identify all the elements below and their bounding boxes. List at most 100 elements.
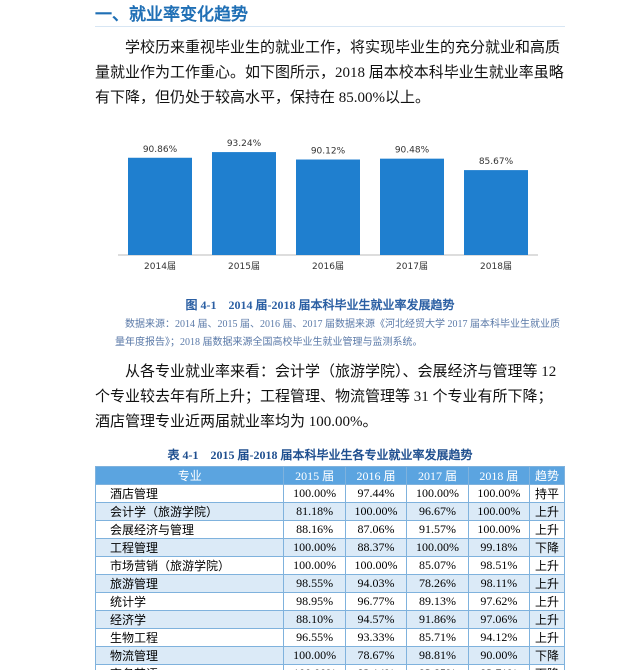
bar bbox=[212, 152, 276, 255]
table-cell: 物流管理 bbox=[94, 646, 285, 665]
table-cell: 上升 bbox=[529, 574, 565, 593]
table-row: 统计学 98.95% 96.77% 89.13% 97.62% 上升 bbox=[94, 592, 565, 611]
table-cell: 98.95% bbox=[283, 592, 346, 611]
table-row: 会计学（旅游学院） 81.18% 100.00% 96.67% 100.00% 上升 bbox=[94, 502, 565, 521]
table-cell: 100.00% bbox=[344, 556, 408, 575]
table-cell: 上升 bbox=[529, 520, 565, 539]
table-cell: 96.77% bbox=[344, 592, 408, 611]
x-tick-label: 2015届 bbox=[228, 261, 260, 272]
table-cell: 100.00% bbox=[283, 484, 346, 503]
table-row: 经济学 88.10% 94.57% 91.86% 97.06% 上升 bbox=[94, 610, 565, 629]
heading: 一、就业率变化趋势 bbox=[95, 5, 248, 25]
table-cell: 旅游管理 bbox=[94, 574, 285, 593]
table-cell: 100.00% bbox=[283, 664, 346, 670]
value-label: 90.86% bbox=[143, 145, 178, 155]
x-tick-label: 2018届 bbox=[480, 261, 512, 272]
table-cell: 生物工程 bbox=[94, 628, 285, 647]
x-tick-label: 2014届 bbox=[144, 261, 176, 272]
table-row: 商务英语100.00%82.14%93.85%93.71%下降 bbox=[94, 664, 565, 670]
table-cell: 98.55% bbox=[283, 574, 346, 593]
table-cell: 持平 bbox=[529, 484, 565, 503]
table-cell: 98.51% bbox=[467, 556, 531, 575]
table-row: 工程管理 100.00% 88.37% 100.00% 99.18% 下降 bbox=[94, 538, 565, 557]
table-cell: 100.00% bbox=[467, 484, 531, 503]
table-row: 旅游管理 98.55% 94.03% 78.26% 98.11% 上升 bbox=[94, 574, 565, 593]
table-cell: 93.85% bbox=[406, 664, 469, 670]
table-cell: 78.26% bbox=[406, 574, 469, 593]
x-tick-label: 2016届 bbox=[312, 261, 344, 272]
table-row: 物流管理 100.00% 78.67% 98.81% 90.00% 下降 bbox=[94, 646, 565, 665]
table-cell: 93.71% bbox=[467, 664, 531, 670]
table-cell: 88.16% bbox=[283, 520, 346, 539]
value-label: 85.67% bbox=[479, 157, 514, 167]
figure-caption: 图 4-1 2014 届-2018 届本科毕业生就业率发展趋势 bbox=[185, 298, 455, 312]
table-row: 专业 2015 届 2016 届 2017 届 2018 届趋势 bbox=[94, 466, 565, 485]
table-cell: 94.57% bbox=[344, 610, 408, 629]
table-cell: 85.71% bbox=[406, 628, 469, 647]
table-cell: 上升 bbox=[529, 556, 565, 575]
table-cell: 下降 bbox=[529, 646, 565, 665]
table-cell: 经济学 bbox=[94, 610, 285, 629]
table-cell: 趋势 bbox=[529, 466, 565, 485]
table-cell: 90.00% bbox=[467, 646, 531, 665]
table-cell: 97.44% bbox=[344, 484, 408, 503]
table-cell: 96.67% bbox=[406, 502, 469, 521]
table-cell: 下降 bbox=[529, 538, 565, 557]
table-cell: 工程管理 bbox=[94, 538, 285, 557]
table-cell: 上升 bbox=[529, 592, 565, 611]
value-label: 90.12% bbox=[311, 147, 346, 157]
bar bbox=[296, 159, 360, 255]
rule bbox=[95, 26, 565, 27]
table-cell: 100.00% bbox=[406, 484, 469, 503]
chart: 90.86% 2014届 93.24% 2015届 90.12% 2016届 90.48% 2… bbox=[118, 139, 538, 272]
table-cell: 专业 bbox=[94, 466, 285, 485]
paragraph: 学校历来重视毕业生的就业工作，将实现毕业生的充分就业和高质量就业作为工作重心。如… bbox=[95, 40, 564, 106]
table-cell: 2017 届 bbox=[406, 466, 469, 485]
table-cell: 商务英语 bbox=[94, 664, 285, 670]
table-cell: 100.00% bbox=[344, 502, 408, 521]
table-cell: 2016 届 bbox=[344, 466, 408, 485]
table-cell: 100.00% bbox=[467, 502, 531, 521]
table-cell: 81.18% bbox=[283, 502, 346, 521]
x-tick-label: 2017届 bbox=[396, 261, 428, 272]
table-cell: 97.06% bbox=[467, 610, 531, 629]
table-cell: 89.13% bbox=[406, 592, 469, 611]
value-label: 90.48% bbox=[395, 146, 430, 156]
table-row: 生物工程 96.55% 93.33% 85.71% 94.12% 上升 bbox=[94, 628, 565, 647]
table-cell: 统计学 bbox=[94, 592, 285, 611]
table-cell: 87.06% bbox=[344, 520, 408, 539]
table-cell: 94.03% bbox=[344, 574, 408, 593]
table-cell: 78.67% bbox=[344, 646, 408, 665]
table-cell: 上升 bbox=[529, 610, 565, 629]
table-cell: 88.37% bbox=[344, 538, 408, 557]
table-cell: 82.14% bbox=[344, 664, 408, 670]
table-cell: 会计学（旅游学院） bbox=[94, 502, 285, 521]
table-cell: 85.07% bbox=[406, 556, 469, 575]
table-title: 表 4-1 2015 届-2018 届本科毕业生各专业就业率发展趋势 bbox=[167, 448, 473, 462]
bar bbox=[380, 158, 444, 255]
table-cell: 93.33% bbox=[344, 628, 408, 647]
table-cell: 上升 bbox=[529, 502, 565, 521]
table-cell: 酒店管理 bbox=[94, 484, 285, 503]
table-cell: 94.12% bbox=[467, 628, 531, 647]
bar bbox=[464, 170, 528, 255]
table: 专业 2015 届 2016 届 2017 届 2018 届趋势 酒店管理 100.00% 9… bbox=[94, 466, 565, 670]
table-cell: 91.57% bbox=[406, 520, 469, 539]
table-cell: 99.18% bbox=[467, 538, 531, 557]
table-row: 会展经济与管理 88.16% 87.06% 91.57% 100.00% 上升 bbox=[94, 520, 565, 539]
table-cell: 下降 bbox=[529, 664, 565, 670]
table-row: 市场营销（旅游学院） 100.00% 100.00% 85.07% 98.51% 上升 bbox=[94, 556, 565, 575]
table-cell: 100.00% bbox=[283, 556, 346, 575]
table-row: 酒店管理 100.00% 97.44% 100.00% 100.00% 持平 bbox=[94, 484, 565, 503]
table-cell: 97.62% bbox=[467, 592, 531, 611]
figure-source: 数据来源：2014 届、2015 届、2016 届、2017 届数据来源《河北经… bbox=[115, 319, 560, 348]
table-cell: 88.10% bbox=[283, 610, 346, 629]
table-cell: 2018 届 bbox=[467, 466, 531, 485]
table-cell: 98.11% bbox=[467, 574, 531, 593]
table-cell: 91.86% bbox=[406, 610, 469, 629]
table-cell: 会展经济与管理 bbox=[94, 520, 285, 539]
value-label: 93.24% bbox=[227, 139, 262, 149]
table-cell: 上升 bbox=[529, 628, 565, 647]
table-cell: 100.00% bbox=[467, 520, 531, 539]
